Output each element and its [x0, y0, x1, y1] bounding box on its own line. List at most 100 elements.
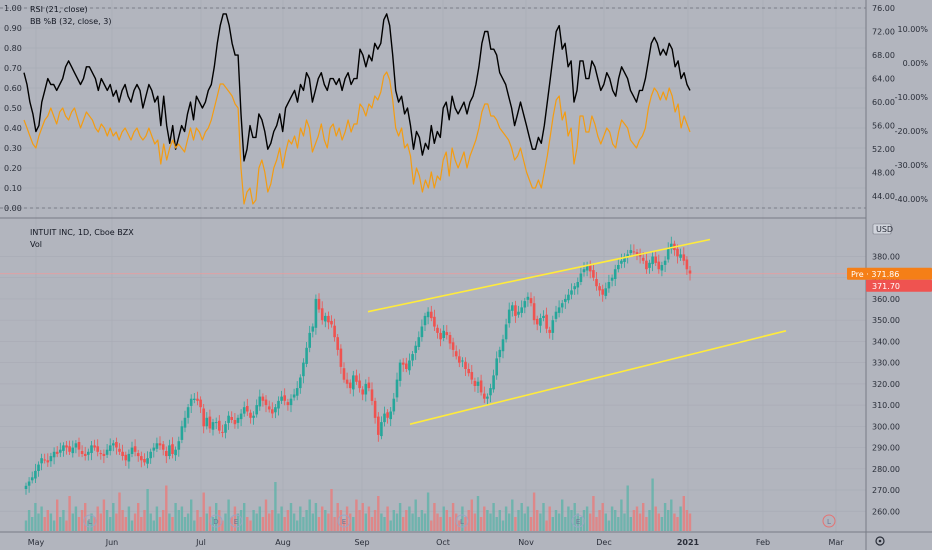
- volume-bar: [327, 513, 330, 531]
- volume-bar: [489, 513, 492, 531]
- volume-bar: [280, 506, 283, 531]
- volume-bar: [246, 517, 249, 531]
- volume-bar: [102, 499, 106, 531]
- candle: [183, 410, 187, 433]
- volume-bar: [551, 517, 554, 531]
- candle-body: [174, 449, 177, 456]
- candle: [620, 253, 623, 269]
- volume-bar: [59, 517, 62, 531]
- candle-body: [274, 407, 277, 413]
- rsi-axis-tick: 76.00: [872, 4, 895, 13]
- volume-bar: [607, 520, 611, 531]
- volume-bar: [255, 513, 258, 531]
- candle: [330, 315, 333, 328]
- candle: [517, 305, 520, 318]
- candle: [83, 446, 87, 461]
- volume-bar: [236, 513, 240, 531]
- candle: [433, 309, 436, 331]
- volume-bar: [342, 520, 346, 531]
- candle: [373, 397, 377, 424]
- volume-bar: [292, 513, 296, 531]
- volume-bar: [476, 496, 480, 531]
- candle: [573, 283, 576, 295]
- candle-body: [688, 270, 692, 274]
- left-axis-tick: 0.60: [4, 84, 22, 93]
- candle: [105, 444, 109, 458]
- volume-bar: [573, 503, 576, 531]
- candle: [52, 447, 56, 465]
- oscillator-panel[interactable]: [23, 13, 691, 205]
- candle-body: [158, 443, 162, 446]
- candle-body: [242, 407, 246, 414]
- currency-label: USD: [876, 225, 893, 234]
- candle-body: [595, 279, 598, 287]
- candle: [617, 259, 620, 273]
- premarket-price-text: Pre · 371.86: [851, 270, 899, 279]
- volume-bar: [68, 496, 71, 531]
- candle: [529, 292, 533, 307]
- volume-bar: [162, 510, 165, 531]
- volume-bar: [467, 510, 470, 531]
- currency-badge[interactable]: USD: [872, 223, 893, 235]
- candle-body: [573, 286, 576, 290]
- candle: [504, 318, 508, 343]
- candle-body: [629, 250, 633, 254]
- candle-body: [373, 400, 377, 418]
- candle-body: [430, 311, 433, 319]
- candle-body: [115, 442, 118, 448]
- candle: [629, 244, 633, 257]
- volume-bar: [43, 517, 46, 531]
- candle-body: [221, 431, 224, 433]
- candle: [171, 437, 174, 459]
- candle-body: [408, 360, 411, 371]
- candle-body: [467, 369, 470, 374]
- volume-bar: [146, 489, 149, 531]
- marker-circle: [83, 514, 97, 528]
- marker-letter: D: [213, 518, 218, 526]
- volume-bar: [642, 503, 645, 531]
- price-axis-tick: 310.00: [872, 401, 900, 410]
- candle-body: [252, 415, 255, 418]
- candle: [292, 388, 296, 401]
- volume-bar: [595, 517, 598, 531]
- candle: [37, 461, 40, 477]
- volume-bar: [133, 513, 137, 531]
- candle-body: [55, 451, 59, 454]
- volume-bar: [682, 496, 685, 531]
- candle-body: [189, 398, 193, 406]
- volume-bar: [199, 517, 202, 531]
- candle-body: [239, 413, 243, 420]
- candle: [532, 296, 536, 325]
- marker-letter: E: [234, 518, 238, 526]
- candle: [239, 409, 243, 427]
- candle-body: [517, 311, 520, 315]
- candle-body: [660, 265, 664, 271]
- volume-bar: [648, 510, 651, 531]
- legend-volume: Vol: [30, 240, 42, 249]
- candle-body: [320, 308, 324, 321]
- volume-bar: [65, 520, 68, 531]
- candle-body: [355, 375, 358, 382]
- candle-body: [666, 248, 670, 260]
- candle: [177, 436, 181, 457]
- candle-body: [654, 256, 657, 263]
- volume-bar: [688, 513, 692, 531]
- price-axis-tick: 320.00: [872, 380, 900, 389]
- volume-bar: [345, 506, 349, 531]
- candle: [161, 441, 165, 456]
- volume-bar: [451, 503, 455, 531]
- volume-bar: [420, 510, 424, 531]
- volume-bar: [283, 517, 286, 531]
- chart-settings-icon[interactable]: [875, 536, 885, 546]
- volume-bar: [548, 506, 551, 531]
- candle-body: [352, 375, 355, 390]
- volume-bar: [80, 510, 84, 531]
- candle-body: [37, 464, 40, 471]
- candle-body: [255, 405, 258, 415]
- volume-bar: [215, 503, 218, 531]
- candle-body: [186, 407, 190, 418]
- candle-body: [532, 303, 536, 321]
- candle: [501, 334, 505, 359]
